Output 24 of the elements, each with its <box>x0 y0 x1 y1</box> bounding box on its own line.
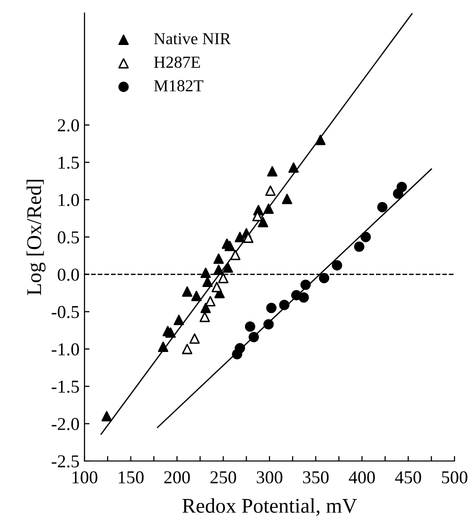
y-tick-label: 2.0 <box>58 119 79 132</box>
legend-label: M182T <box>154 80 204 92</box>
x-tick-label: 150 <box>118 471 144 484</box>
y-tick-label: -1.5 <box>52 380 79 393</box>
y-tick-label: -1.0 <box>52 343 79 356</box>
x-tick-label: 500 <box>442 471 468 484</box>
legend-label: Native NIR <box>154 33 231 44</box>
legend-label: H287E <box>154 56 200 68</box>
x-tick-label: 250 <box>210 471 236 484</box>
x-tick-label: 200 <box>164 471 190 484</box>
y-tick-label: 0.5 <box>58 231 79 244</box>
x-tick-label: 350 <box>303 471 329 484</box>
x-tick-label: 450 <box>395 471 422 484</box>
y-tick-label: -2.0 <box>52 418 79 430</box>
y-tick-label: -0.5 <box>52 306 79 318</box>
y-tick-label: -2.5 <box>52 455 79 468</box>
y-axis-title: Log [Ox/Red] <box>26 180 46 296</box>
x-tick-label: 100 <box>72 471 98 484</box>
x-tick-label: 400 <box>348 471 375 484</box>
y-tick-label: 0.0 <box>58 268 79 281</box>
x-axis-title: Redox Potential, mV <box>182 498 357 516</box>
x-tick-label: 300 <box>256 471 282 484</box>
y-tick-label: 1.5 <box>58 156 79 169</box>
y-tick-label: 1.0 <box>58 194 79 206</box>
